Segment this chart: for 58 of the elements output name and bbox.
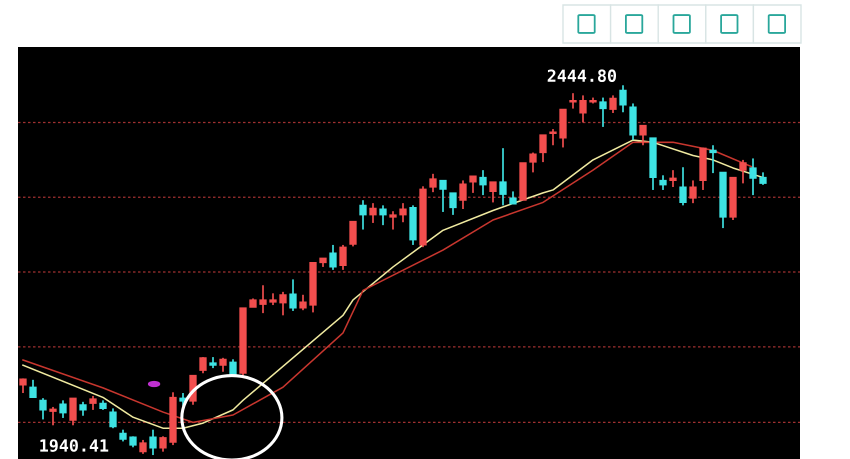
candlestick	[119, 428, 127, 442]
candlestick	[389, 210, 397, 230]
candlestick	[619, 84, 627, 114]
candlestick	[19, 378, 27, 394]
candlestick	[429, 172, 437, 193]
candlestick	[159, 435, 167, 453]
candlestick	[379, 204, 387, 226]
candlestick	[329, 244, 337, 271]
candlestick	[99, 400, 107, 411]
candlestick	[369, 202, 377, 224]
candlestick	[399, 202, 407, 224]
candlestick	[539, 134, 547, 163]
candlestick	[679, 166, 687, 206]
candlestick	[199, 356, 207, 374]
candlestick	[749, 158, 757, 196]
candlestick	[499, 147, 507, 206]
candlestick	[89, 395, 97, 411]
candlestick	[49, 406, 57, 426]
candlestick	[639, 124, 647, 146]
candlestick	[709, 144, 717, 174]
candlestick	[439, 180, 447, 213]
candlestick	[29, 378, 37, 398]
candlestick	[269, 292, 277, 306]
candlestick	[109, 408, 117, 430]
candlestick	[489, 181, 497, 204]
candlestick	[299, 294, 307, 312]
candlestick	[149, 428, 157, 456]
annotation: 1940.41	[40, 439, 108, 452]
candlestick	[669, 169, 677, 188]
candlestick	[549, 128, 557, 146]
candlestick	[509, 190, 517, 205]
candlestick	[359, 199, 367, 230]
candlestick	[339, 244, 347, 271]
candlestick	[349, 220, 357, 248]
candlestick	[659, 174, 667, 191]
candlestick	[459, 180, 467, 210]
candlestick	[579, 94, 587, 124]
candlestick	[599, 96, 607, 128]
candlestick	[259, 284, 267, 314]
candlestick	[279, 291, 287, 316]
candlestick	[529, 152, 537, 174]
candlestick	[739, 159, 747, 184]
candlestick	[689, 180, 697, 204]
candlestick	[759, 172, 767, 186]
candlestick	[69, 397, 77, 426]
candlestick	[289, 278, 297, 312]
candlestick	[609, 94, 617, 114]
candlestick	[39, 397, 47, 420]
candlestick	[569, 92, 577, 110]
candlestick	[449, 192, 457, 216]
candlestick	[469, 175, 477, 194]
candlestick	[479, 169, 487, 196]
candlestick	[209, 356, 217, 369]
candlestick	[79, 400, 87, 417]
annotation: 2444.80	[548, 69, 616, 82]
candlestick	[59, 400, 67, 419]
candlestick	[139, 439, 147, 455]
candlestick	[219, 357, 227, 373]
